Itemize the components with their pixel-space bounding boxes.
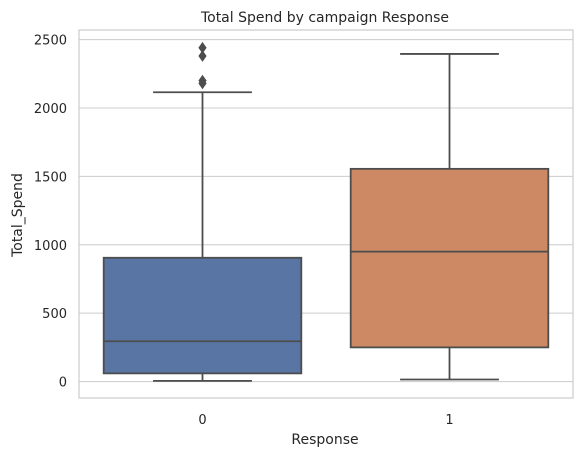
box xyxy=(102,256,303,375)
box-group xyxy=(102,41,550,382)
outlier-point xyxy=(198,77,207,90)
y-tick-label: 1500 xyxy=(34,170,67,185)
box xyxy=(349,167,550,349)
x-axis-label: Response xyxy=(291,432,358,448)
axes-frame xyxy=(78,29,574,399)
chart-title: Total Spend by campaign Response xyxy=(200,10,449,26)
y-tick-label: 1000 xyxy=(34,239,67,254)
y-tick-label: 500 xyxy=(42,307,67,322)
y-ticks: 0 500 1000 1500 2000 2500 xyxy=(34,34,67,391)
x-tick-label: 0 xyxy=(198,413,206,428)
y-tick-label: 2000 xyxy=(34,102,67,117)
x-tick-label: 1 xyxy=(445,413,453,428)
y-tick-label: 2500 xyxy=(34,34,67,49)
outlier-point xyxy=(198,50,207,62)
y-axis-label: Total_Spend xyxy=(10,173,26,258)
y-tick-label: 0 xyxy=(59,376,67,391)
